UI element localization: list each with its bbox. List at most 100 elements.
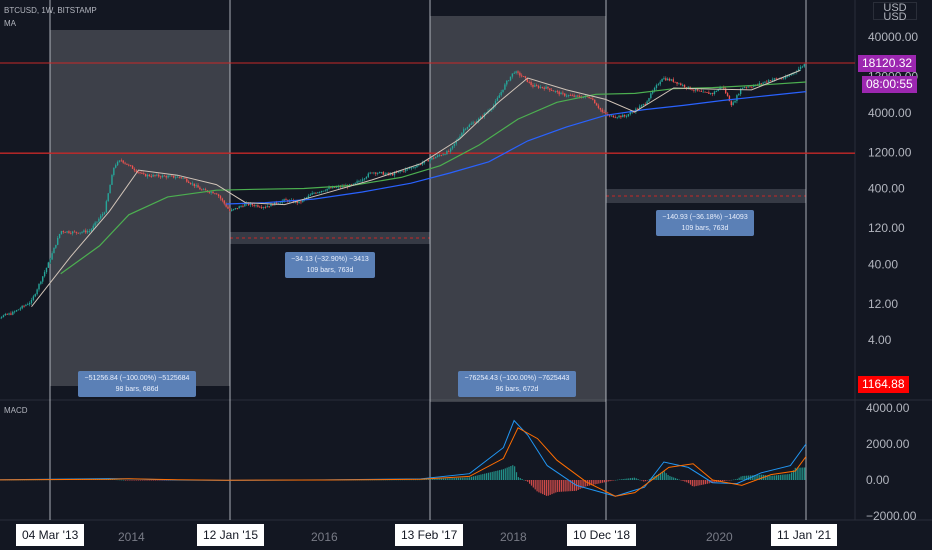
measure-box-2[interactable]: −34.13 (−32.90%) −3413 109 bars, 763d xyxy=(285,252,375,278)
candle-body xyxy=(296,201,298,204)
macd-signal-line xyxy=(0,427,807,497)
candle-body xyxy=(322,190,325,192)
candle-body xyxy=(223,200,225,204)
macd-histogram-bar xyxy=(412,479,415,481)
macd-histogram-bar xyxy=(673,477,675,480)
candle-body xyxy=(234,208,237,210)
candle-body xyxy=(509,76,512,81)
measure-box-4[interactable]: −140.93 (−36.18%) −14093 109 bars, 763d xyxy=(656,210,754,236)
candle-body xyxy=(335,187,338,188)
macd-histogram-bar xyxy=(497,470,499,480)
macd-histogram-bar xyxy=(446,478,448,480)
candle-body xyxy=(560,92,562,95)
candle-body xyxy=(302,199,304,202)
candle-body xyxy=(594,99,596,104)
date-marker-4: 10 Dec '18 xyxy=(566,523,637,547)
macd-histogram-bar xyxy=(128,480,130,481)
candle-body xyxy=(380,172,383,173)
candle-body xyxy=(674,81,676,83)
candle-body xyxy=(601,109,603,112)
candle-body xyxy=(401,170,403,172)
candle-body xyxy=(92,225,94,230)
macd-histogram-bar xyxy=(121,479,123,481)
candle-body xyxy=(421,162,424,165)
macd-histogram-bar xyxy=(448,478,450,480)
measure-1-change: −51256.84 (−100.00%) −5125684 xyxy=(84,375,190,382)
macd-histogram-bar xyxy=(560,480,563,492)
candle-body xyxy=(369,172,371,174)
macd-indicator-label[interactable]: MACD xyxy=(4,406,28,415)
macd-histogram-bar xyxy=(600,480,602,484)
drawdown-zone-4 xyxy=(606,189,806,203)
macd-histogram-bar xyxy=(519,478,521,480)
ma-indicator-label[interactable]: MA xyxy=(4,19,16,28)
macd-histogram-bar xyxy=(628,478,630,480)
macd-histogram-bar xyxy=(527,480,529,482)
macd-histogram-bar xyxy=(441,478,443,480)
candle-body xyxy=(732,102,734,106)
macd-histogram-bar xyxy=(583,480,585,488)
candle-body xyxy=(549,88,551,91)
macd-histogram-bar xyxy=(742,475,744,480)
macd-histogram-bar xyxy=(594,480,596,485)
red-level-tag: 1164.88 xyxy=(858,376,909,393)
candle-body xyxy=(659,81,661,85)
measure-1-bars: 98 bars, 686d xyxy=(115,386,159,393)
candle-body xyxy=(96,221,98,223)
currency-button[interactable]: USD USD xyxy=(873,2,917,23)
candle-body xyxy=(315,192,317,194)
candle-body xyxy=(390,173,392,175)
candle-body xyxy=(569,95,572,96)
candle-body xyxy=(515,71,517,73)
candle-body xyxy=(111,175,113,185)
macd-histogram-bar xyxy=(411,479,413,481)
macd-histogram-bar xyxy=(553,480,555,494)
candle-body xyxy=(803,64,805,67)
macd-histogram-bar xyxy=(147,480,149,481)
macd-histogram-bar xyxy=(480,474,482,480)
candle-body xyxy=(375,172,377,174)
measure-box-3[interactable]: −76254.43 (−100.00%) −7625443 96 bars, 6… xyxy=(458,371,576,397)
candle-body xyxy=(403,170,405,172)
candle-body xyxy=(500,92,502,96)
measure-2-change: −34.13 (−32.90%) −3413 xyxy=(291,256,369,263)
symbol-title[interactable]: BTCUSD, 1W, BITSTAMP xyxy=(4,6,97,15)
candle-body xyxy=(36,289,38,295)
macd-histogram-bar xyxy=(590,480,592,486)
candle-body xyxy=(781,78,783,80)
candle-body xyxy=(388,172,390,175)
candle-body xyxy=(507,80,510,82)
macd-histogram-bar xyxy=(403,479,405,481)
macd-histogram-bar xyxy=(156,480,158,481)
macd-histogram-bar xyxy=(399,479,402,481)
macd-histogram-bar xyxy=(456,477,458,480)
candle-body xyxy=(238,206,240,209)
macd-histogram-bar xyxy=(645,480,647,482)
measure-4-bars: 109 bars, 763d xyxy=(681,225,729,232)
macd-histogram-bar xyxy=(643,480,645,482)
candle-body xyxy=(670,79,673,81)
macd-histogram-bar xyxy=(160,480,162,481)
macd-histogram-bar xyxy=(540,480,542,494)
candle-body xyxy=(775,78,777,80)
candle-body xyxy=(625,116,628,117)
candle-body xyxy=(736,95,738,102)
candle-body xyxy=(58,233,61,238)
drawdown-zone-3 xyxy=(430,16,606,402)
macd-histogram-bar xyxy=(164,480,166,481)
measure-box-1[interactable]: −51256.84 (−100.00%) −5125684 98 bars, 6… xyxy=(78,371,196,397)
candle-body xyxy=(75,231,78,233)
macd-histogram-bar xyxy=(761,474,763,480)
macd-histogram-bar xyxy=(736,478,738,480)
macd-histogram-bar xyxy=(618,479,621,480)
candle-body xyxy=(446,151,448,155)
candle-body xyxy=(305,197,308,199)
macd-histogram-bar xyxy=(804,467,806,480)
candle-body xyxy=(216,193,218,195)
candle-body xyxy=(113,167,115,176)
macd-histogram-bar xyxy=(772,475,774,480)
candle-body xyxy=(799,66,802,70)
candle-body xyxy=(612,115,615,118)
macd-histogram-bar xyxy=(465,477,467,480)
